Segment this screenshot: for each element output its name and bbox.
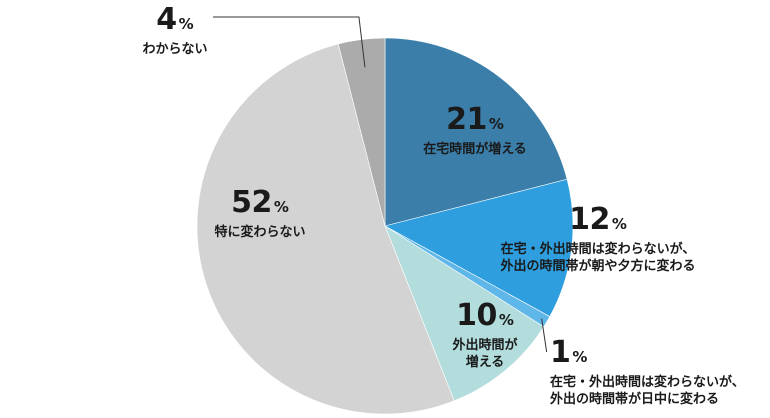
data-label-value: 1 <box>550 335 571 370</box>
data-label-text: 在宅時間が増える <box>423 141 527 157</box>
pie-slice-2 <box>384 178 574 317</box>
data-label-unit: % <box>611 215 627 233</box>
data-label-unit: % <box>178 15 194 33</box>
data-label-unit: % <box>273 198 289 216</box>
data-label-value: 4 <box>156 2 177 37</box>
data-label-value: 52 <box>231 185 272 220</box>
data-label-value: 21 <box>446 102 487 137</box>
data-label-text: 在宅・外出時間は変わらないが、 <box>550 374 745 390</box>
leader-line-slice-6 <box>213 16 366 68</box>
leader-line-slice-3 <box>541 318 548 353</box>
data-label-text: 外出時間が <box>452 337 518 353</box>
pie-slice-4 <box>384 225 545 402</box>
data-label-text: 外出の時間帯が朝や夕方に変わる <box>500 259 696 275</box>
data-label-unit: % <box>488 115 504 133</box>
data-label-value: 10 <box>456 298 497 333</box>
data-label-text: 特に変わらない <box>214 224 306 240</box>
label-slice-4: 10% 外出時間が 増える <box>425 296 545 372</box>
pie-slice-5 <box>196 43 455 415</box>
leader-lines <box>213 16 548 353</box>
data-label-text: 外出の時間帯が日中に変わる <box>550 392 720 408</box>
label-slice-2: 12% 在宅・外出時間は変わらないが、 外出の時間帯が朝や夕方に変わる <box>478 200 718 276</box>
label-slice-6: 4% わからない <box>120 0 230 58</box>
data-label-unit: % <box>498 311 514 329</box>
pie-slice-1 <box>384 37 568 227</box>
data-label-value: 12 <box>569 202 610 237</box>
data-label-text: 増える <box>465 355 505 371</box>
label-slice-3: 1% 在宅・外出時間は変わらないが、 外出の時間帯が日中に変わる <box>550 333 770 409</box>
pie-slices <box>196 37 574 415</box>
data-label-text: わからない <box>142 41 208 57</box>
label-slice-1: 21% 在宅時間が増える <box>395 100 555 158</box>
label-slice-5: 52% 特に変わらない <box>190 183 330 241</box>
data-label-text: 在宅・外出時間は変わらないが、 <box>500 241 696 257</box>
data-label-unit: % <box>572 348 588 366</box>
